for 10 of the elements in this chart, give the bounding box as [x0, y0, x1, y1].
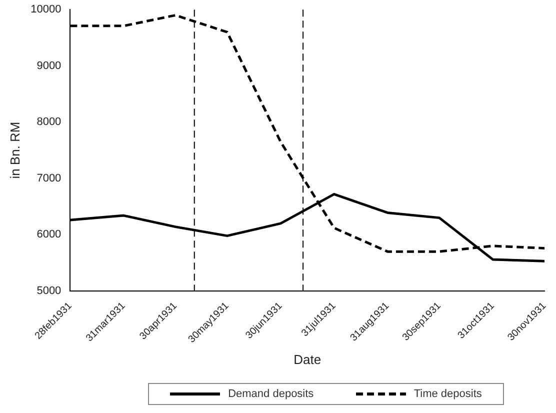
y-tick-label: 9000: [36, 60, 62, 72]
y-tick-label: 6000: [36, 228, 62, 241]
y-axis-title: in Bn. RM: [7, 122, 22, 179]
x-axis-title: Date: [294, 352, 322, 367]
y-tick-label: 5000: [36, 284, 62, 297]
y-tick-label: 7000: [36, 172, 62, 184]
legend-label: Time deposits: [414, 388, 482, 400]
legend-label: Demand deposits: [228, 388, 314, 400]
y-tick-label: 10000: [30, 4, 62, 16]
y-tick-label: 8000: [36, 116, 62, 128]
